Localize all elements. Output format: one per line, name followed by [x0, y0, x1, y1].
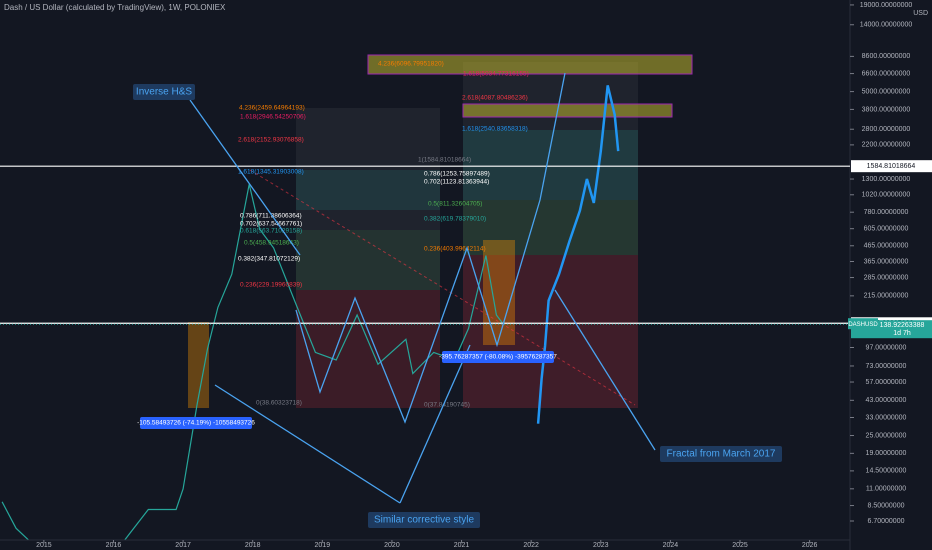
- fib-label: 2.618(4087.80486236): [462, 95, 528, 102]
- x-tick-label: 2021: [454, 542, 470, 549]
- y-tick-label: 14.50000000: [866, 468, 907, 475]
- y-tick-label: 33.00000000: [866, 414, 907, 421]
- y-tick-label: 605.00000000: [864, 226, 909, 233]
- fib-label: 0.618(563.71029158): [240, 228, 302, 235]
- y-tick-label: 2800.00000000: [862, 126, 911, 133]
- annotation: Similar corrective style: [374, 515, 474, 526]
- price-line: [536, 85, 620, 424]
- x-tick-label: 2020: [384, 542, 400, 549]
- annotation-line: [295, 72, 566, 424]
- annotation-box: [133, 84, 195, 100]
- x-tick-label: 2022: [523, 542, 539, 549]
- x-tick-label: 2018: [245, 542, 261, 549]
- fib-label: 4.236(6096.79951820): [378, 61, 444, 68]
- y-tick-label: 8.50000000: [868, 502, 905, 509]
- fib-band: [296, 230, 440, 290]
- fib-label: 1.618(1345.31903008): [238, 169, 304, 176]
- symbol-tag: [848, 318, 878, 330]
- annotation-box: [368, 512, 480, 528]
- measure-box: [140, 417, 252, 429]
- y-tick-label: 1020.00000000: [862, 192, 911, 199]
- fib-band: [296, 170, 440, 210]
- fib-band: [483, 240, 515, 345]
- unit-label: USD: [913, 10, 928, 17]
- annotation-line: [554, 289, 656, 451]
- chart-title: Dash / US Dollar (calculated by TradingV…: [4, 3, 226, 12]
- fib-label: 1.618(2540.83658318): [462, 126, 528, 133]
- annotation-box: [660, 446, 782, 462]
- fib-label: 0.236(229.19960839): [240, 282, 302, 289]
- fib-band: [296, 290, 440, 408]
- y-tick-label: 19000.00000000: [860, 2, 913, 9]
- y-tick-label: 215.00000000: [864, 293, 909, 300]
- x-tick-label: 2017: [175, 542, 191, 549]
- y-tick-label: 285.00000000: [864, 274, 909, 281]
- price-tag: [851, 160, 932, 173]
- fib-label: 4.236(2459.64964193): [239, 105, 305, 112]
- y-tick-label: 1300.00000000: [862, 176, 911, 183]
- y-tick-label: 11.00000000: [866, 486, 906, 493]
- y-tick-label: 14000.00000000: [860, 22, 913, 29]
- symbol-label: DASHUSD: [848, 322, 878, 328]
- fib-band: [463, 200, 638, 255]
- y-tick-label: 365.00000000: [864, 258, 909, 265]
- fib-label: 1.618(2946.54250706): [240, 114, 306, 121]
- fib-band: [296, 108, 440, 290]
- annotation: Fractal from March 2017: [667, 449, 776, 460]
- fib-label: 0.382(347.81072129): [238, 256, 300, 263]
- x-tick-label: 2016: [106, 542, 122, 549]
- x-tick-label: 2024: [663, 542, 679, 549]
- y-tick-label: 2200.00000000: [862, 142, 911, 149]
- y-tick-label: 73.00000000: [866, 363, 907, 370]
- fib-label: 0.5(811.32604705): [428, 201, 482, 208]
- measure-box: [442, 351, 554, 363]
- fib-label: 0.5(458.94518643): [244, 240, 299, 247]
- fib-label: 1.618(5034.77316155): [463, 71, 529, 78]
- fib-label: 2.618(2152.93076858): [238, 137, 304, 144]
- price-tag-label: 1584.81018664: [867, 163, 916, 170]
- annotation: Inverse H&S: [136, 87, 192, 98]
- y-tick-label: 6.70000000: [868, 518, 905, 525]
- x-tick-label: 2023: [593, 542, 609, 549]
- y-tick-label: 19.00000000: [866, 450, 907, 457]
- measure-label: -105.58493726 (-74.19%) -10558493726: [137, 420, 255, 427]
- fib-label: 0.702(637.54667761): [240, 221, 302, 228]
- y-tick-label: 3800.00000000: [862, 106, 911, 113]
- fib-label: 0.786(1253.75897489): [424, 171, 490, 178]
- fib-label: 0.382(619.78379010): [424, 216, 486, 223]
- x-tick-label: 2025: [732, 542, 748, 549]
- last-price-label: 138.92263388: [880, 322, 925, 329]
- fib-band: [188, 322, 209, 408]
- y-tick-label: 43.00000000: [866, 397, 907, 404]
- fib-label: 0(37.84190745): [424, 402, 470, 409]
- y-tick-label: 57.00000000: [866, 379, 907, 386]
- fib-band: [367, 54, 693, 75]
- annotation-line: [189, 99, 301, 256]
- fib-label: 0.786(711.38606364): [240, 213, 302, 220]
- annotation-line: [214, 384, 401, 504]
- y-tick-label: 25.00000000: [866, 432, 907, 439]
- y-tick-label: 5000.00000000: [862, 88, 911, 95]
- fib-label: 0(38.60323718): [256, 400, 302, 407]
- fib-band: [463, 130, 638, 200]
- y-tick-label: 780.00000000: [864, 209, 909, 216]
- fib-label: 1(1584.81018664): [418, 157, 471, 164]
- x-tick-label: 2026: [802, 542, 818, 549]
- fib-label: 0.236(403.99642114): [424, 246, 486, 253]
- y-tick-label: 465.00000000: [864, 243, 909, 250]
- fib-band: [462, 103, 673, 118]
- y-tick-label: 8600.00000000: [862, 53, 911, 60]
- annotation-line: [399, 344, 471, 504]
- y-tick-label: 6600.00000000: [862, 70, 911, 77]
- y-tick-label: 97.00000000: [866, 344, 907, 351]
- measure-label: -395.76287357 (-80.08%) -39576287357: [439, 354, 557, 361]
- x-tick-label: 2019: [315, 542, 331, 549]
- fib-label: 0.702(1123.81363944): [424, 179, 489, 186]
- x-tick-label: 2015: [36, 542, 52, 549]
- countdown: 1d 7h: [893, 330, 911, 337]
